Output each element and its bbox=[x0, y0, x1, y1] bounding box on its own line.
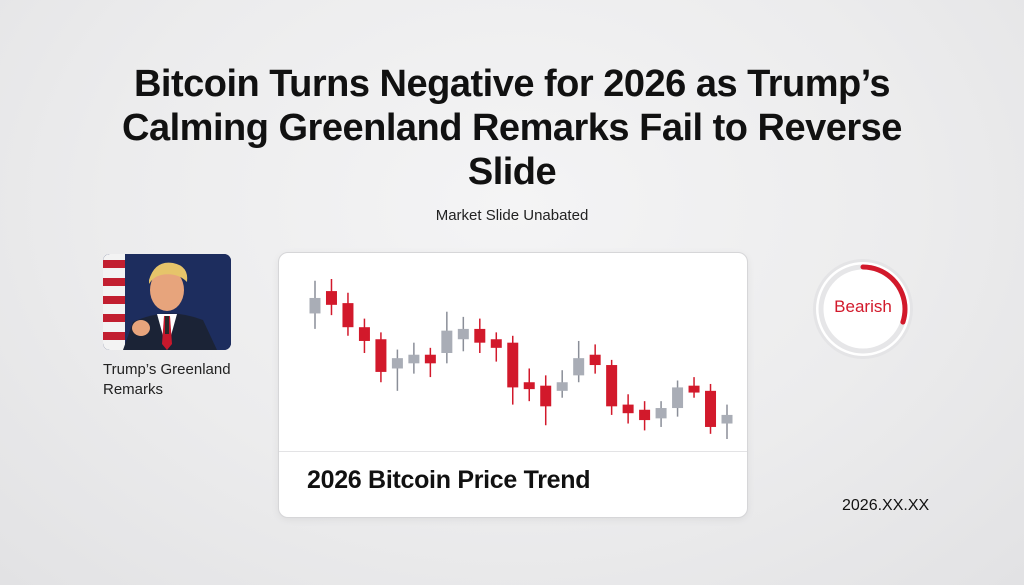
candle-body bbox=[721, 414, 733, 424]
bearish-gauge: Bearish bbox=[810, 256, 916, 362]
candle-3 bbox=[342, 292, 354, 336]
candle-body bbox=[441, 330, 453, 353]
candle-body bbox=[523, 382, 535, 390]
candle-body bbox=[424, 354, 436, 364]
candle-body bbox=[375, 339, 387, 372]
candle-17 bbox=[573, 340, 585, 383]
candle-16 bbox=[556, 370, 568, 398]
candle-26 bbox=[721, 404, 733, 439]
candle-body bbox=[474, 328, 486, 343]
candle-2 bbox=[325, 279, 337, 316]
candle-18 bbox=[589, 344, 601, 374]
candle-11 bbox=[474, 318, 486, 353]
candle-body bbox=[325, 291, 337, 305]
photo-caption: Trump’s Greenland Remarks bbox=[103, 361, 231, 398]
candle-23 bbox=[672, 380, 684, 417]
candle-1 bbox=[309, 280, 321, 329]
candle-10 bbox=[457, 316, 469, 352]
date-label: 2026.XX.XX bbox=[842, 497, 930, 514]
candle-body bbox=[655, 408, 667, 419]
subtitle: Market Slide Unabated bbox=[435, 207, 589, 224]
chart-card: 2026 Bitcoin Price Trend bbox=[278, 252, 748, 518]
headline: Bitcoin Turns Negative for 2026 as Trump… bbox=[122, 63, 902, 193]
trump-photo bbox=[103, 254, 231, 350]
candle-13 bbox=[507, 335, 519, 405]
candle-body bbox=[606, 365, 618, 407]
candle-7 bbox=[408, 342, 420, 374]
candle-body bbox=[358, 327, 370, 341]
bearish-label: Bearish bbox=[834, 297, 892, 316]
candle-body bbox=[589, 354, 601, 366]
candle-body bbox=[705, 390, 717, 427]
candle-22 bbox=[655, 401, 667, 427]
candle-12 bbox=[490, 332, 502, 362]
candle-9 bbox=[441, 311, 453, 364]
candle-body bbox=[507, 342, 519, 388]
candle-body bbox=[309, 297, 321, 314]
candle-20 bbox=[622, 394, 634, 424]
candle-body bbox=[457, 328, 469, 340]
candle-8 bbox=[424, 347, 436, 378]
candle-body bbox=[672, 387, 684, 409]
gauge-fill bbox=[818, 264, 908, 354]
candle-body bbox=[342, 303, 354, 328]
candle-4 bbox=[358, 318, 370, 353]
candle-body bbox=[540, 385, 552, 407]
candle-15 bbox=[540, 375, 552, 426]
candle-21 bbox=[639, 401, 651, 431]
candlestick-chart bbox=[309, 279, 733, 439]
candle-body bbox=[639, 409, 651, 421]
candle-19 bbox=[606, 359, 618, 415]
candle-5 bbox=[375, 332, 387, 383]
chart-divider bbox=[279, 451, 747, 452]
candle-body bbox=[573, 358, 585, 376]
chart-title: 2026 Bitcoin Price Trend bbox=[307, 466, 591, 494]
candle-body bbox=[490, 339, 502, 348]
candle-body bbox=[391, 358, 403, 369]
candle-25 bbox=[705, 383, 717, 434]
candle-body bbox=[408, 354, 420, 364]
candle-24 bbox=[688, 377, 700, 398]
candle-body bbox=[622, 404, 634, 414]
candle-14 bbox=[523, 368, 535, 402]
candle-6 bbox=[391, 349, 403, 391]
candle-body bbox=[556, 382, 568, 391]
candle-body bbox=[688, 385, 700, 393]
